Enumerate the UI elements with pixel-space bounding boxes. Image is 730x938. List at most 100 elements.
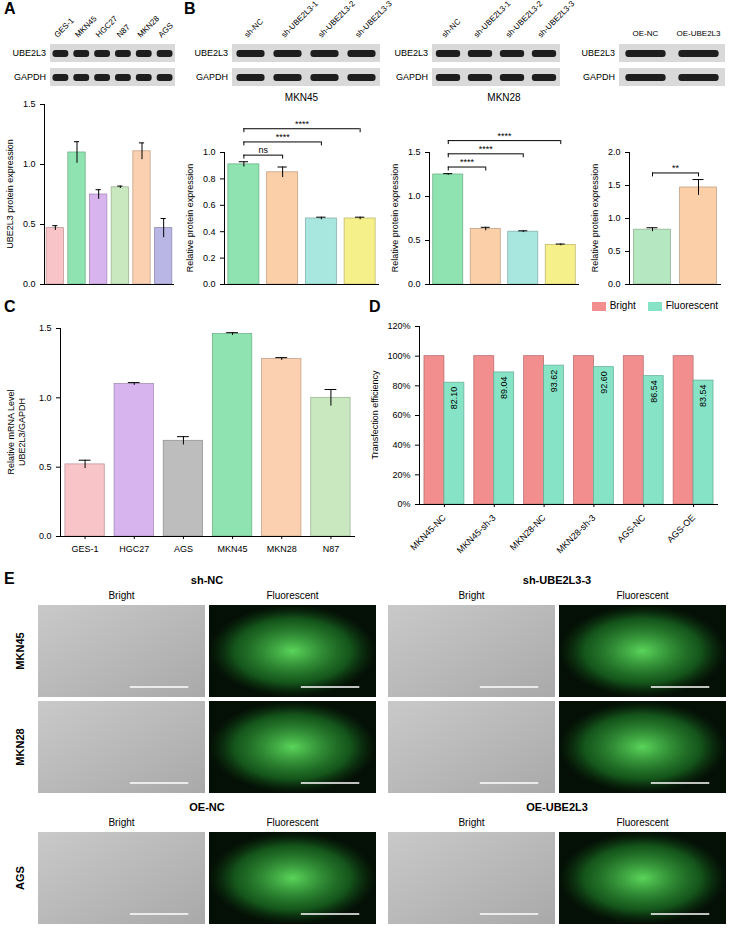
svg-text:0.0: 0.0: [23, 279, 36, 289]
svg-text:86.54: 86.54: [649, 380, 659, 403]
svg-text:1.5: 1.5: [23, 99, 36, 109]
svg-text:****: ****: [295, 119, 310, 129]
html-text:UBE2L3 protein expression: UBE2L3 protein expression: [4, 139, 15, 249]
svg-text:MKN45-NC: MKN45-NC: [408, 512, 448, 552]
svg-text:60%: 60%: [392, 410, 410, 420]
svg-text:1.5: 1.5: [39, 323, 52, 333]
svg-text:MKN28-NC: MKN28-NC: [508, 512, 548, 552]
html-text:sh-UBE2L3-3: sh-UBE2L3-3: [522, 574, 592, 586]
svg-text:AGS: AGS: [174, 544, 193, 554]
svg-text:1.5: 1.5: [408, 147, 421, 157]
svg-text:83.54: 83.54: [698, 385, 708, 408]
html-text:MKN45: MKN45: [284, 92, 319, 103]
svg-text:OE-UBE2L3: OE-UBE2L3: [676, 29, 721, 38]
svg-text:0.5: 0.5: [23, 219, 36, 229]
svg-text:MKN28: MKN28: [267, 544, 297, 554]
svg-text:82.10: 82.10: [449, 387, 459, 410]
svg-text:UBE2L3: UBE2L3: [194, 48, 228, 58]
svg-text:MKN45: MKN45: [73, 14, 99, 40]
svg-text:80%: 80%: [392, 381, 410, 391]
html-text:B: B: [184, 0, 196, 17]
svg-text:0.4: 0.4: [203, 227, 216, 237]
html-text:Bright: Bright: [609, 300, 636, 311]
svg-text:GAPDH: GAPDH: [196, 72, 228, 82]
svg-text:N87: N87: [115, 22, 132, 39]
svg-text:**: **: [672, 163, 680, 173]
svg-text:0.0: 0.0: [39, 531, 52, 541]
svg-text:****: ****: [479, 144, 494, 154]
html-text:A: A: [4, 0, 16, 17]
svg-text:MKN28: MKN28: [136, 14, 162, 40]
svg-text:1.0: 1.0: [39, 393, 52, 403]
svg-text:MKN28-sh-3: MKN28-sh-3: [555, 513, 598, 556]
svg-text:ns: ns: [258, 145, 268, 155]
svg-text:N87: N87: [323, 544, 340, 554]
svg-text:OE-NC: OE-NC: [633, 29, 659, 38]
svg-text:0.5: 0.5: [39, 462, 52, 472]
svg-text:AGS-OE: AGS-OE: [665, 513, 697, 545]
html-text:AGS: AGS: [13, 866, 26, 890]
svg-text:0.5: 0.5: [408, 235, 421, 245]
svg-text:GAPDH: GAPDH: [14, 72, 46, 82]
svg-text:1.0: 1.0: [608, 213, 621, 223]
svg-text:0.2: 0.2: [203, 253, 216, 263]
svg-text:AGS-NC: AGS-NC: [615, 512, 647, 544]
svg-text:20%: 20%: [392, 470, 410, 480]
svg-text:sh-NC: sh-NC: [440, 17, 463, 40]
svg-text:93.62: 93.62: [549, 370, 559, 393]
svg-text:40%: 40%: [392, 440, 410, 450]
svg-text:sh-UBE2L3-2: sh-UBE2L3-2: [317, 0, 358, 39]
svg-text:0.0: 0.0: [408, 279, 421, 289]
svg-text:UBE2L3: UBE2L3: [581, 48, 615, 58]
html-text:OE-NC: OE-NC: [189, 801, 225, 813]
svg-text:2.0: 2.0: [608, 147, 621, 157]
html-text:MKN45: MKN45: [13, 632, 26, 670]
svg-text:AGS: AGS: [157, 21, 175, 39]
svg-text:HGC27: HGC27: [94, 14, 120, 40]
svg-text:0%: 0%: [397, 499, 410, 509]
svg-text:sh-UBE2L3-3: sh-UBE2L3-3: [536, 0, 577, 39]
svg-text:GAPDH: GAPDH: [396, 72, 428, 82]
html-text:Relative protein expression: Relative protein expression: [389, 163, 400, 273]
svg-text:1.5: 1.5: [608, 180, 621, 190]
svg-text:UBE2L3: UBE2L3: [12, 48, 46, 58]
svg-text:92.60: 92.60: [599, 371, 609, 394]
svg-text:sh-UBE2L3-1: sh-UBE2L3-1: [472, 0, 513, 40]
svg-text:0.0: 0.0: [203, 279, 216, 289]
html-text:MKN28: MKN28: [13, 728, 26, 766]
svg-text:0.8: 0.8: [203, 174, 216, 184]
html-text:OE-UBE2L3: OE-UBE2L3: [526, 801, 588, 813]
svg-text:sh-UBE2L3-1: sh-UBE2L3-1: [280, 0, 321, 39]
svg-text:0.6: 0.6: [203, 200, 216, 210]
html-text:C: C: [4, 298, 16, 315]
svg-text:120%: 120%: [387, 321, 410, 331]
svg-text:HGC27: HGC27: [119, 544, 149, 554]
svg-text:sh-UBE2L3-2: sh-UBE2L3-2: [504, 0, 545, 40]
svg-text:GAPDH: GAPDH: [583, 72, 615, 82]
svg-text:1.0: 1.0: [23, 159, 36, 169]
html-text:D: D: [369, 298, 381, 315]
svg-text:0.0: 0.0: [608, 279, 621, 289]
svg-text:1.0: 1.0: [408, 191, 421, 201]
html-text:Relative protein expression: Relative protein expression: [184, 163, 195, 273]
html-text:Fluorescent: Fluorescent: [665, 300, 718, 311]
svg-text:UBE2L3: UBE2L3: [394, 48, 428, 58]
svg-text:sh-UBE2L3-3: sh-UBE2L3-3: [354, 0, 395, 39]
svg-text:1.0: 1.0: [203, 147, 216, 157]
svg-text:****: ****: [276, 132, 291, 142]
html-text:Relative mRNA Level UBE2L3/GAP: Relative mRNA Level UBE2L3/GAPDH: [6, 389, 27, 475]
svg-text:100%: 100%: [387, 351, 410, 361]
svg-text:0.5: 0.5: [608, 246, 621, 256]
svg-text:MKN45: MKN45: [218, 544, 248, 554]
svg-text:sh-NC: sh-NC: [243, 17, 266, 40]
svg-text:89.04: 89.04: [499, 376, 509, 399]
svg-text:MKN45-sh-3: MKN45-sh-3: [455, 513, 498, 556]
svg-text:****: ****: [497, 131, 512, 141]
html-text:MKN28: MKN28: [487, 92, 521, 103]
html-text:Relative protein expression: Relative protein expression: [589, 163, 600, 273]
svg-text:****: ****: [460, 157, 475, 167]
html-text:sh-NC: sh-NC: [190, 574, 224, 586]
svg-text:GES-1: GES-1: [72, 544, 99, 554]
html-text:Transfection efficiency: Transfection efficiency: [369, 370, 380, 460]
svg-text:GES-1: GES-1: [52, 16, 76, 40]
